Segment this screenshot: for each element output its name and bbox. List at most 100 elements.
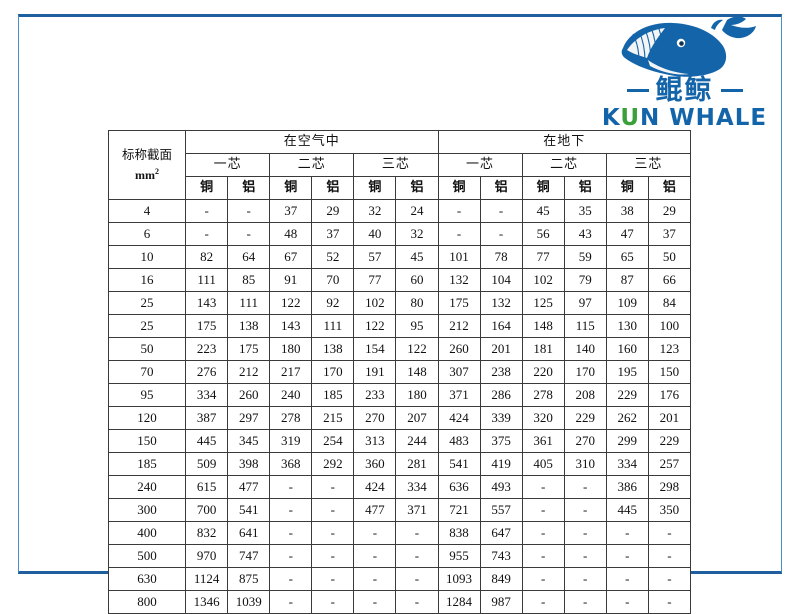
table-row: 400 832 641- - - -838 647- - - - [107, 521, 692, 545]
cell-ampacity: 29 [311, 199, 355, 223]
cell-ampacity: - [479, 222, 523, 246]
cell-ampacity: 40 [353, 222, 397, 246]
cell-ampacity: 345 [227, 429, 271, 453]
header-metal-cu-air-1: 铜 [185, 176, 229, 200]
cell-ampacity: 386 [605, 475, 649, 499]
cell-ampacity: 191 [353, 360, 397, 384]
cell-ampacity: 320 [521, 406, 565, 430]
cell-ampacity: 37 [647, 222, 692, 246]
header-metal-al-ground-1: 铝 [479, 176, 523, 200]
cell-ampacity: 64 [227, 245, 271, 269]
cell-ampacity: 170 [311, 360, 355, 384]
cell-ampacity: 170 [563, 360, 607, 384]
cell-ampacity: 424 [437, 406, 481, 430]
cell-ampacity: - [353, 567, 397, 591]
cell-ampacity: 65 [605, 245, 649, 269]
cell-ampacity: 47 [605, 222, 649, 246]
header-nominal-section-unit: mm2 [109, 163, 185, 184]
cell-ampacity: 350 [647, 498, 692, 522]
cell-ampacity: 67 [269, 245, 313, 269]
cell-ampacity: 286 [479, 383, 523, 407]
cell-ampacity: 313 [353, 429, 397, 453]
cell-ampacity: - [185, 222, 229, 246]
cell-ampacity: 66 [647, 268, 692, 292]
cell-ampacity: 220 [521, 360, 565, 384]
cell-ampacity: 123 [647, 337, 692, 361]
cell-nominal-section: 25 [107, 291, 187, 315]
cell-nominal-section: 240 [107, 475, 187, 499]
cell-ampacity: 832 [185, 521, 229, 545]
cell-ampacity: 276 [185, 360, 229, 384]
table-row: 800 1346 1039- - - -1284 987- - - - [107, 590, 692, 614]
cell-ampacity: 50 [647, 245, 692, 269]
cell-ampacity: 615 [185, 475, 229, 499]
cell-ampacity: - [269, 567, 313, 591]
cell-ampacity: - [521, 544, 565, 568]
cell-ampacity: - [353, 521, 397, 545]
cell-ampacity: - [605, 544, 649, 568]
cell-ampacity: 70 [311, 268, 355, 292]
cell-ampacity: 262 [605, 406, 649, 430]
cell-ampacity: 270 [563, 429, 607, 453]
header-metal-al-air-2: 铝 [311, 176, 355, 200]
cell-ampacity: 233 [353, 383, 397, 407]
cell-ampacity: - [227, 222, 271, 246]
cell-ampacity: - [269, 475, 313, 499]
cell-ampacity: 29 [647, 199, 692, 223]
cell-ampacity: 92 [311, 291, 355, 315]
cell-ampacity: 509 [185, 452, 229, 476]
header-air-two-core: 二芯 [269, 153, 355, 177]
cell-ampacity: 310 [563, 452, 607, 476]
table-row: 25 175 138 143 111 122 95 212 164 148 115 130 100 [107, 314, 692, 338]
cell-ampacity: 56 [521, 222, 565, 246]
cell-ampacity: 111 [185, 268, 229, 292]
cell-ampacity: 32 [353, 199, 397, 223]
cell-ampacity: 57 [353, 245, 397, 269]
table-row: 240 615 477- -424 334 636 493- -386 298 [107, 475, 692, 499]
cell-nominal-section: 6 [107, 222, 187, 246]
cell-ampacity: 132 [437, 268, 481, 292]
header-air-three-core: 三芯 [353, 153, 439, 177]
cell-ampacity: 37 [269, 199, 313, 223]
cell-ampacity: 115 [563, 314, 607, 338]
cell-ampacity: 339 [479, 406, 523, 430]
cell-nominal-section: 70 [107, 360, 187, 384]
header-metal-cu-ground-2: 铜 [521, 176, 565, 200]
cell-ampacity: - [647, 544, 692, 568]
cell-ampacity: - [521, 475, 565, 499]
brand-english-first-letter: K [601, 105, 621, 131]
header-metal-al-ground-3: 铝 [647, 176, 692, 200]
cell-ampacity: 541 [227, 498, 271, 522]
cell-ampacity: 217 [269, 360, 313, 384]
cell-ampacity: 181 [521, 337, 565, 361]
table-row: 25 143 111 122 92 102 80 175 132 125 97 109 84 [107, 291, 692, 315]
cell-ampacity: 1039 [227, 590, 271, 614]
cell-ampacity: 78 [479, 245, 523, 269]
cell-ampacity: - [437, 199, 481, 223]
cell-nominal-section: 16 [107, 268, 187, 292]
ampacity-table-container: 标称截面 mm2 在空气中 在地下 一芯 二芯 三芯 一芯 二芯 三芯 铜 铝 … [107, 130, 692, 614]
cell-ampacity: 387 [185, 406, 229, 430]
cell-ampacity: - [479, 199, 523, 223]
cell-ampacity: 60 [395, 268, 439, 292]
cell-ampacity: - [395, 567, 439, 591]
cell-nominal-section: 120 [107, 406, 187, 430]
cell-nominal-section: 185 [107, 452, 187, 476]
cell-ampacity: 254 [311, 429, 355, 453]
header-metal-cu-air-3: 铜 [353, 176, 397, 200]
cell-nominal-section: 25 [107, 314, 187, 338]
cell-ampacity: 207 [395, 406, 439, 430]
cell-ampacity: - [605, 590, 649, 614]
cell-ampacity: 445 [605, 498, 649, 522]
header-ground-two-core: 二芯 [521, 153, 607, 177]
cell-ampacity: 77 [521, 245, 565, 269]
cell-ampacity: 743 [479, 544, 523, 568]
cell-ampacity: 154 [353, 337, 397, 361]
cell-ampacity: 371 [395, 498, 439, 522]
cell-ampacity: 334 [605, 452, 649, 476]
cell-ampacity: 45 [521, 199, 565, 223]
cell-ampacity: 109 [605, 291, 649, 315]
header-metal-al-ground-2: 铝 [563, 176, 607, 200]
cell-ampacity: 143 [269, 314, 313, 338]
header-metal-al-air-3: 铝 [395, 176, 439, 200]
